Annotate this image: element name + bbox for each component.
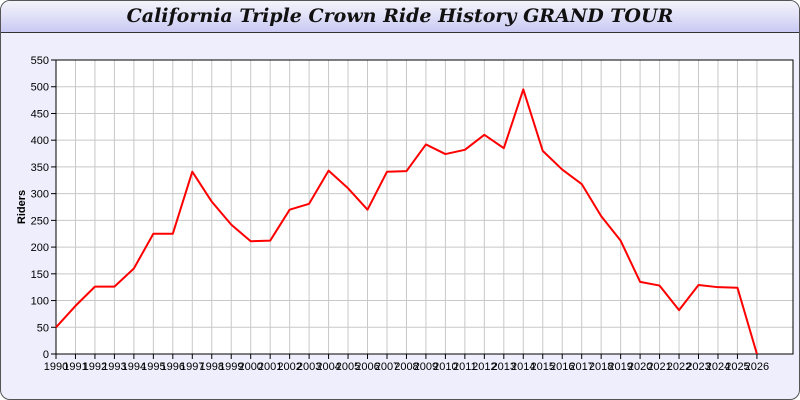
x-tick-label: 2006 <box>355 361 379 373</box>
y-tick-label: 150 <box>31 269 49 281</box>
x-tick-label: 1991 <box>63 361 87 373</box>
x-tick-label: 2018 <box>589 361 613 373</box>
y-tick-label: 350 <box>31 162 49 174</box>
x-tick-label: 2007 <box>375 361 399 373</box>
x-tick-label: 2002 <box>277 361 301 373</box>
x-tick-label: 2010 <box>433 361 457 373</box>
plot-border <box>55 59 794 355</box>
x-tick-label: 2025 <box>725 361 749 373</box>
y-tick-label: 250 <box>31 215 49 227</box>
x-tick-label: 2014 <box>511 361 535 373</box>
x-tick-label: 2026 <box>745 361 769 373</box>
x-tick-label: 1996 <box>161 361 185 373</box>
x-tick-label: 2023 <box>686 361 710 373</box>
y-tick-label: 50 <box>37 322 49 334</box>
x-tick-label: 1993 <box>102 361 126 373</box>
y-tick-label: 400 <box>31 135 49 147</box>
y-tick-label: 550 <box>31 55 49 67</box>
x-tick-label: 2024 <box>706 361 730 373</box>
x-tick-label: 2004 <box>316 361 340 373</box>
x-tick-label: 2001 <box>258 361 282 373</box>
x-tick-label: 1995 <box>141 361 165 373</box>
x-tick-label: 2005 <box>336 361 360 373</box>
x-tick-label: 1997 <box>180 361 204 373</box>
y-tick-label: 0 <box>43 349 49 361</box>
x-tick-label: 2009 <box>414 361 438 373</box>
y-tick-label: 200 <box>31 242 49 254</box>
x-tick-label: 2017 <box>569 361 593 373</box>
x-tick-label: 2012 <box>472 361 496 373</box>
x-tick-label: 2020 <box>628 361 652 373</box>
x-tick-label: 2003 <box>297 361 321 373</box>
x-tick-label: 2022 <box>667 361 691 373</box>
x-tick-label: 2011 <box>453 361 477 373</box>
x-tick-label: 1994 <box>122 361 146 373</box>
x-tick-label: 2016 <box>550 361 574 373</box>
y-tick-label: 300 <box>31 189 49 201</box>
plot-area <box>56 60 793 354</box>
x-tick-label: 2013 <box>492 361 516 373</box>
x-tick-label: 2021 <box>647 361 671 373</box>
x-tick-label: 1999 <box>219 361 243 373</box>
x-tick-label: 2000 <box>238 361 262 373</box>
x-tick-label: 1992 <box>83 361 107 373</box>
x-tick-label: 2008 <box>394 361 418 373</box>
x-tick-label: 1998 <box>200 361 224 373</box>
y-tick-label: 500 <box>31 82 49 94</box>
x-tick-label: 1990 <box>44 361 68 373</box>
y-tick-label: 100 <box>31 296 49 308</box>
y-axis-label: Riders <box>16 190 28 224</box>
x-tick-label: 2019 <box>608 361 632 373</box>
title-bar: California Triple Crown Ride History GRA… <box>1 1 799 33</box>
y-tick-label: 450 <box>31 108 49 120</box>
x-tick-label: 2015 <box>531 361 555 373</box>
chart-title: California Triple Crown Ride History GRA… <box>126 5 674 27</box>
